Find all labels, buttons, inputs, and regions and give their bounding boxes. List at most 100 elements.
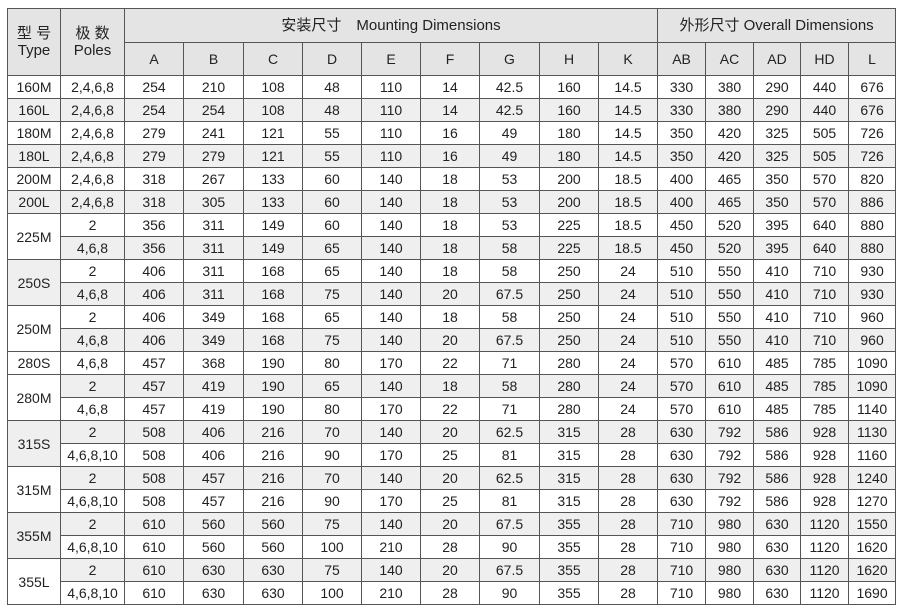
value-cell: 520 [705, 213, 755, 237]
value-cell: 356 [124, 213, 184, 237]
poles-header-cn: 极 数 [75, 25, 110, 42]
value-cell: 200 [539, 190, 599, 214]
value-cell: 168 [243, 259, 303, 283]
value-cell: 58 [479, 259, 540, 283]
type-cell: 225M [7, 213, 61, 260]
poles-header: 极 数 Poles [60, 8, 125, 76]
value-cell: 81 [479, 443, 540, 467]
value-cell: 20 [420, 420, 480, 444]
value-cell: 630 [657, 420, 707, 444]
column-header-ad: AD [753, 42, 802, 76]
poles-cell: 2,4,6,8 [60, 144, 125, 168]
value-cell: 140 [361, 167, 421, 191]
value-cell: 318 [124, 167, 184, 191]
value-cell: 560 [243, 512, 303, 536]
value-cell: 710 [657, 535, 707, 559]
table-row: 160M 2,4,6,8 254 210 108 48 110 14 42.5 160 14.5 33… [7, 75, 897, 99]
value-cell: 485 [753, 374, 802, 398]
type-cell: 200M [7, 167, 61, 191]
value-cell: 560 [243, 535, 303, 559]
value-cell: 785 [800, 374, 850, 398]
value-cell: 325 [753, 144, 802, 168]
table-row: 160L 2,4,6,8 254 254 108 48 110 14 42.5 160 14.5 33… [7, 98, 897, 122]
value-cell: 355 [539, 581, 599, 605]
table-row: 250S 2 406 311 168 65 140 18 58 250 24 510 550 410 710… [7, 259, 897, 306]
value-cell: 24 [597, 397, 659, 421]
value-cell: 20 [420, 328, 480, 352]
value-cell: 792 [705, 466, 755, 490]
value-cell: 170 [361, 443, 421, 467]
value-cell: 18 [420, 374, 480, 398]
value-cell: 630 [657, 466, 707, 490]
value-cell: 24 [597, 374, 659, 398]
poles-cell: 4,6,8 [60, 236, 125, 260]
value-cell: 1140 [848, 397, 897, 421]
value-cell: 710 [800, 282, 850, 306]
value-cell: 49 [479, 121, 540, 145]
value-cell: 28 [597, 466, 659, 490]
type-header-en: Type [17, 42, 51, 59]
value-cell: 330 [657, 75, 707, 99]
value-cell: 65 [302, 374, 362, 398]
column-header-d: D [302, 42, 362, 76]
value-cell: 250 [539, 259, 599, 283]
column-header-hd: HD [800, 42, 850, 76]
value-cell: 560 [183, 535, 244, 559]
value-cell: 14.5 [597, 121, 659, 145]
value-cell: 325 [753, 121, 802, 145]
value-cell: 930 [848, 282, 897, 306]
value-cell: 640 [800, 213, 850, 237]
value-cell: 710 [800, 328, 850, 352]
poles-cell: 4,6,8,10 [60, 489, 125, 513]
type-cell: 160L [7, 98, 61, 122]
value-cell: 75 [302, 328, 362, 352]
value-cell: 250 [539, 328, 599, 352]
column-header-l: L [848, 42, 897, 76]
value-cell: 355 [539, 512, 599, 536]
value-cell: 18 [420, 213, 480, 237]
value-cell: 18 [420, 236, 480, 260]
value-cell: 630 [753, 535, 802, 559]
value-cell: 311 [183, 282, 244, 306]
value-cell: 290 [753, 75, 802, 99]
value-cell: 20 [420, 282, 480, 306]
value-cell: 785 [800, 397, 850, 421]
value-cell: 18.5 [597, 167, 659, 191]
value-cell: 48 [302, 75, 362, 99]
value-cell: 630 [753, 512, 802, 536]
value-cell: 1550 [848, 512, 897, 536]
value-cell: 305 [183, 190, 244, 214]
value-cell: 216 [243, 489, 303, 513]
value-cell: 216 [243, 420, 303, 444]
table-row: 200L 2,4,6,8 318 305 133 60 140 18 53 200 18.5 400 4… [7, 190, 897, 214]
column-header-k: K [597, 42, 659, 76]
value-cell: 53 [479, 190, 540, 214]
value-cell: 505 [800, 144, 850, 168]
value-cell: 400 [657, 190, 707, 214]
table-row: 225M 2 356 311 149 60 140 18 53 225 18.5 450 520 395 6… [7, 213, 897, 260]
value-cell: 406 [183, 443, 244, 467]
value-cell: 1120 [800, 535, 850, 559]
value-cell: 110 [361, 144, 421, 168]
value-cell: 22 [420, 397, 480, 421]
column-header-h: H [539, 42, 599, 76]
poles-cell: 2,4,6,8 [60, 121, 125, 145]
value-cell: 168 [243, 282, 303, 306]
table-row: 4,6,8,10 610 630 630 100 210 28 90 355 28 710 980 63… [8, 581, 897, 605]
value-cell: 110 [361, 75, 421, 99]
value-cell: 610 [124, 581, 184, 605]
table-row: 4,6,8 356 311 149 65 140 18 58 225 18.5 450 520 395 6… [8, 236, 897, 260]
value-cell: 140 [361, 420, 421, 444]
value-cell: 710 [657, 581, 707, 605]
value-cell: 886 [848, 190, 897, 214]
value-cell: 960 [848, 328, 897, 352]
value-cell: 140 [361, 558, 421, 582]
value-cell: 170 [361, 351, 421, 375]
poles-cell: 4,6,8,10 [60, 535, 125, 559]
value-cell: 18 [420, 305, 480, 329]
value-cell: 792 [705, 420, 755, 444]
value-cell: 20 [420, 512, 480, 536]
value-cell: 75 [302, 558, 362, 582]
value-cell: 58 [479, 305, 540, 329]
table-row: 200M 2,4,6,8 318 267 133 60 140 18 53 200 18.5 400 4… [7, 167, 897, 191]
